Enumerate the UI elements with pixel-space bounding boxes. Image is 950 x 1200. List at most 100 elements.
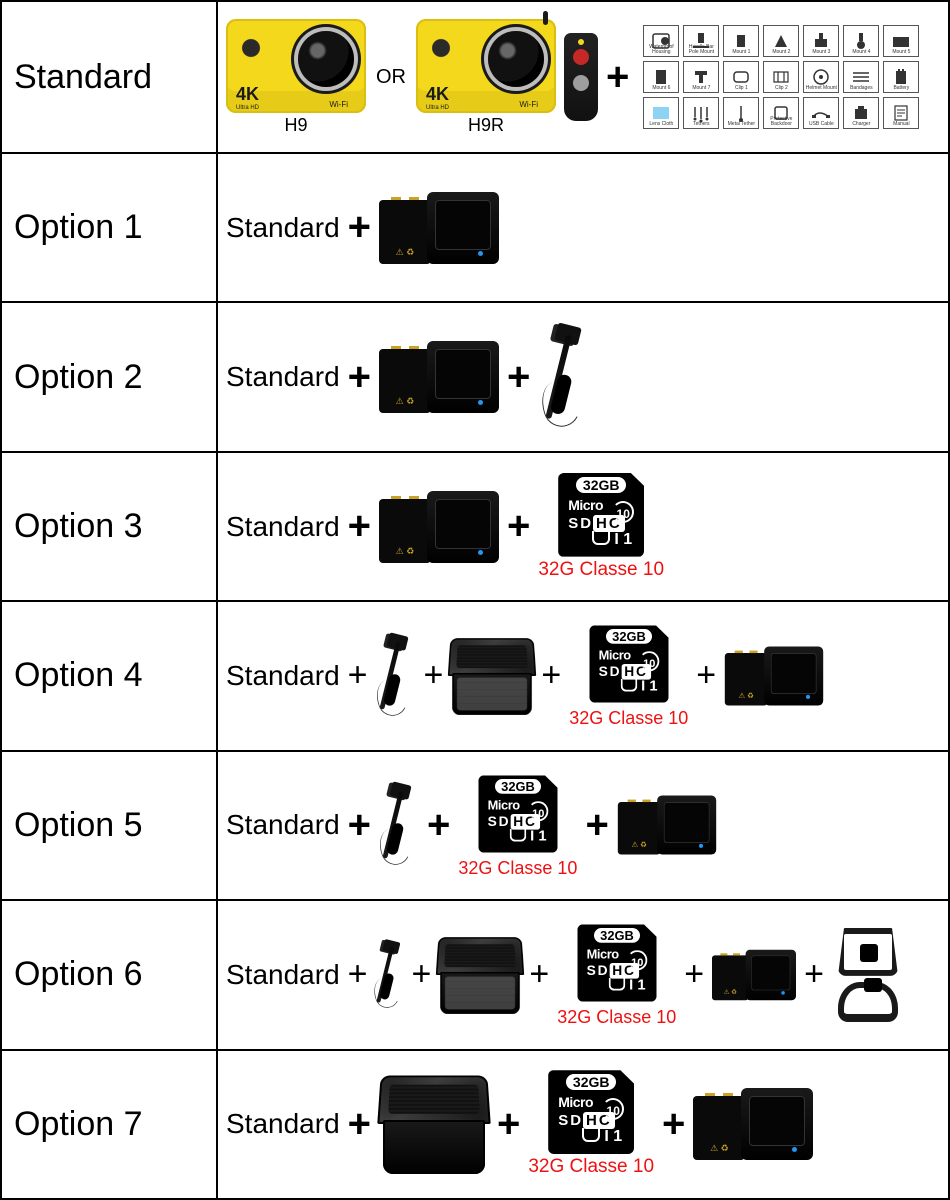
accessory-item: Mount 3	[803, 25, 839, 57]
sd-uhs-icon: I 1	[621, 679, 658, 696]
accessory-item: Mount 6	[643, 61, 679, 93]
accessory-item: Mount 2	[763, 25, 799, 57]
accessory-item: USB Cable	[803, 97, 839, 129]
sd-capacity: 32GB	[594, 928, 640, 943]
sd-micro-text: Micro	[488, 797, 520, 812]
row-content-option-1: Standard +	[217, 153, 949, 302]
case-icon	[379, 1074, 489, 1174]
sd-card-item: 32GB Micro SDHC 10 I 1 32G Classe 10	[528, 1070, 654, 1178]
row-content-option-3: Standard + + 32GB Micro SDHC 10 I 1 32G …	[217, 452, 949, 601]
plus-icon: +	[802, 955, 826, 994]
accessory-item: Handle Bar Pole Mount	[683, 25, 719, 57]
plus-icon: +	[425, 803, 452, 848]
charger-icon	[427, 491, 499, 563]
row-content-option-4: Standard + + + 32GB Micro SDHC 10 I 1 32…	[217, 601, 949, 750]
accessory-item: Charger	[843, 97, 879, 129]
sd-capacity: 32GB	[566, 1074, 616, 1090]
camera-lens-icon	[488, 31, 544, 87]
accessory-item: Clip 1	[723, 61, 759, 93]
sd-card-icon: 32GB Micro SDHC 10 I 1	[548, 1070, 634, 1154]
camera-h9r: 4K Ultra HD Wi-Fi H9R	[416, 19, 556, 136]
camera-lens-icon	[298, 31, 354, 87]
accessory-item: Metal Tether	[723, 97, 759, 129]
plus-icon: +	[694, 656, 718, 695]
sd-class-icon: 10	[627, 950, 647, 970]
camera-wifi-text: Wi-Fi	[519, 100, 538, 109]
standard-word: Standard	[226, 511, 340, 543]
plus-icon: +	[660, 1102, 687, 1147]
battery-icon	[693, 1096, 745, 1160]
plus-icon: +	[583, 803, 610, 848]
row-content-option-5: Standard + + 32GB Micro SDHC 10 I 1 32G …	[217, 751, 949, 900]
battery-icon	[712, 955, 748, 1000]
camera-h9: 4K Ultra HD Wi-Fi H9	[226, 19, 366, 136]
antenna-icon	[543, 11, 548, 25]
camera-body-icon: 4K Ultra HD Wi-Fi	[226, 19, 366, 113]
plus-icon: +	[604, 55, 631, 100]
standard-word: Standard	[226, 959, 340, 991]
selfie-stick-icon	[538, 329, 594, 425]
sd-capacity: 32GB	[576, 477, 626, 493]
camera-label-h9: H9	[284, 115, 307, 136]
row-content-option-7: Standard + + 32GB Micro SDHC 10 I 1 32G …	[217, 1050, 949, 1199]
plus-icon: +	[346, 656, 370, 695]
accessory-item: Mount 1	[723, 25, 759, 57]
sd-uhs-icon: I 1	[510, 829, 547, 846]
standard-word: Standard	[226, 809, 340, 841]
camera-body-icon: 4K Ultra HD Wi-Fi	[416, 19, 556, 113]
sd-card-icon: 32GB Micro SDHC 10 I 1	[589, 626, 668, 703]
power-button-icon	[240, 37, 262, 59]
sd-capacity: 32GB	[606, 630, 652, 645]
case-foam-icon	[437, 936, 523, 1014]
row-label-standard: Standard	[1, 1, 217, 153]
or-text: OR	[372, 66, 410, 89]
standard-word: Standard	[226, 660, 340, 692]
row-label-option-1: Option 1	[1, 153, 217, 302]
battery-charger-icon	[712, 950, 796, 1000]
sd-uhs-icon: I 1	[592, 531, 632, 549]
accessory-item: Lens Cloth	[643, 97, 679, 129]
sd-micro-text: Micro	[558, 1094, 593, 1110]
row-content-option-6: Standard + + + 32GB Micro SDHC 10 I 1 32…	[217, 900, 949, 1049]
charger-icon	[741, 1088, 813, 1160]
charger-icon	[764, 646, 823, 705]
battery-icon	[379, 349, 431, 413]
plus-icon: +	[346, 1102, 373, 1147]
plus-icon: +	[539, 656, 563, 695]
camera-uhd-text: Ultra HD	[236, 105, 259, 111]
battery-charger-icon	[618, 796, 716, 855]
sd-micro-text: Micro	[598, 648, 630, 663]
sd-card-icon: 32GB Micro SDHC 10 I 1	[478, 775, 557, 852]
camera-wifi-text: Wi-Fi	[329, 100, 348, 109]
plus-icon: +	[495, 1102, 522, 1147]
battery-charger-icon	[725, 646, 823, 705]
battery-charger-icon	[379, 192, 499, 264]
standard-word: Standard	[226, 212, 340, 244]
selfie-stick-icon	[377, 787, 422, 864]
sd-card-icon: 32GB Micro SDHC 10 I 1	[577, 925, 656, 1002]
battery-icon	[725, 653, 768, 705]
plus-icon: +	[505, 504, 532, 549]
sd-caption: 32G Classe 10	[528, 1156, 654, 1178]
sd-caption: 32G Classe 10	[569, 708, 688, 729]
row-content-option-2: Standard + +	[217, 302, 949, 451]
sd-card-item: 32GB Micro SDHC 10 I 1 32G Classe 10	[538, 473, 664, 581]
standard-word: Standard	[226, 361, 340, 393]
sd-uhs-icon: I 1	[582, 1128, 622, 1146]
accessory-item: Clip 2	[763, 61, 799, 93]
plus-icon: +	[505, 355, 532, 400]
plus-icon: +	[346, 355, 373, 400]
row-label-option-3: Option 3	[1, 452, 217, 601]
battery-icon	[379, 200, 431, 264]
standard-word: Standard	[226, 1108, 340, 1140]
battery-charger-icon	[693, 1088, 813, 1160]
battery-charger-icon	[379, 491, 499, 563]
sd-micro-text: Micro	[568, 497, 603, 513]
power-button-icon	[430, 37, 452, 59]
selfie-stick-icon	[373, 638, 418, 715]
accessory-item: Battery	[883, 61, 919, 93]
sd-capacity: 32GB	[495, 779, 541, 794]
row-label-option-5: Option 5	[1, 751, 217, 900]
charger-icon	[657, 796, 716, 855]
battery-icon	[379, 499, 431, 563]
